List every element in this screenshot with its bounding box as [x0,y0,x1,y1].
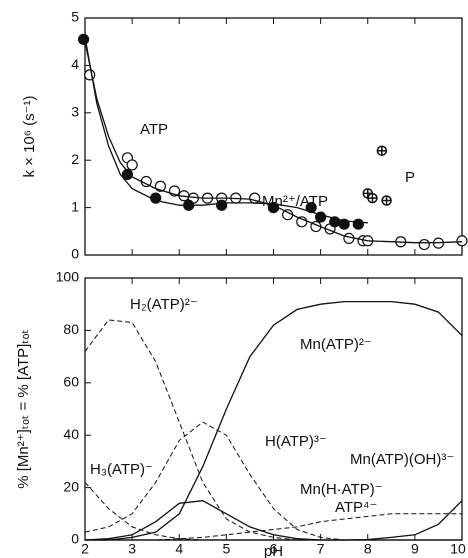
x-tick-label: 3 [128,541,136,557]
annotation: P [405,169,415,186]
series-label: Mn(ATP)(OH)³⁻ [350,451,454,468]
x-tick-label: 2 [81,541,89,557]
x-tick-label: 5 [222,541,230,557]
point [77,33,90,45]
y-tick-label: 2 [71,151,79,167]
y-tick-label: 5 [71,9,79,25]
y-tick-label: 40 [63,426,79,442]
x-tick-label: 7 [317,541,325,557]
point [121,168,134,181]
x-tick-label: 8 [364,541,372,557]
y-tick-label: 0 [71,246,79,262]
curve [85,300,463,541]
x-tick-label: 10 [450,541,466,557]
point [376,145,388,156]
y-axis-label: k × 10⁶ (s⁻¹) [21,95,38,177]
x-tick-label: 4 [175,541,183,557]
curve [84,36,368,224]
y-tick-label: 20 [63,478,79,494]
series-label: ATP⁴⁻ [335,499,377,516]
point-cross [377,146,387,156]
curve [85,500,463,541]
point [126,159,138,171]
point [367,192,378,204]
series-label: H₃(ATP)⁻ [90,461,153,478]
point [381,195,392,206]
series-label: Mn(H·ATP)⁻ [300,481,383,498]
y-tick-label: 0 [71,531,79,547]
y-tick-label: 80 [63,321,79,337]
point [456,235,468,247]
point-cross [382,195,392,205]
point [352,218,364,230]
x-axis-label: pH [264,543,283,558]
series-label: Mn²⁺/ATP [262,193,328,210]
curve [84,41,463,244]
series-label: H₂(ATP)²⁻ [130,296,198,313]
series-label: ATP [140,121,168,138]
y-tick-label: 60 [63,374,79,390]
x-tick-label: 6 [270,541,278,557]
series-label: Mn(ATP)²⁻ [300,336,372,353]
point [343,232,355,245]
point [418,238,430,251]
series-label: H(ATP)³⁻ [265,433,327,450]
point-cross [367,193,377,203]
y-axis-label: % [Mn²⁺]ₜₒₜ = % [ATP]ₜₒₜ [15,329,32,489]
y-tick-label: 3 [71,104,79,120]
curve [85,513,462,541]
curve [84,482,462,541]
point [216,199,228,211]
y-tick-label: 100 [56,269,80,285]
y-tick-label: 1 [71,198,79,214]
y-tick-label: 4 [71,56,79,72]
curve [84,319,462,541]
x-tick-label: 9 [411,541,419,557]
curve [84,500,462,541]
point [305,202,317,214]
